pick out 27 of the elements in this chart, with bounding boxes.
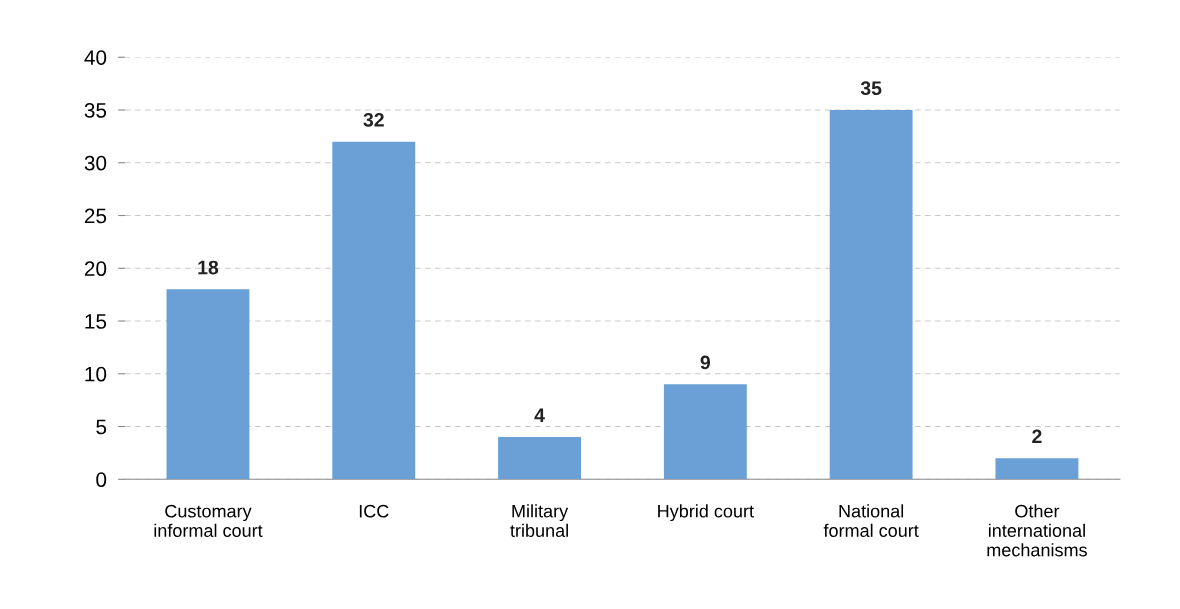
- data-label: 18: [198, 260, 219, 275]
- x-tick-label: Other international mechanisms: [987, 504, 1087, 557]
- x-tick-label: Military tribunal: [510, 504, 569, 537]
- bar: [663, 384, 747, 480]
- y-tick-label: 20: [84, 261, 107, 277]
- data-label: 35: [860, 81, 882, 96]
- y-tick-label: 10: [85, 366, 107, 382]
- bar: [995, 458, 1079, 480]
- data-label: 2: [1032, 429, 1042, 444]
- data-label: 9: [700, 355, 711, 370]
- bar: [166, 289, 250, 480]
- y-tick-label: 5: [96, 419, 107, 435]
- bar: [332, 141, 416, 480]
- y-tick-label: 25: [84, 208, 107, 224]
- y-tick-label: 0: [96, 472, 107, 488]
- x-tick-label: Hybrid court: [658, 504, 754, 522]
- y-tick-label: 40: [84, 50, 107, 65]
- x-tick-label: National formal court: [823, 504, 919, 537]
- x-tick-label: Customary informal court: [154, 504, 263, 537]
- bar: [498, 437, 581, 480]
- y-tick-label: 35: [84, 103, 107, 118]
- y-tick-label: 15: [85, 314, 107, 329]
- data-label: 32: [363, 112, 384, 127]
- bar: [829, 110, 913, 480]
- x-tick-label: ICC: [359, 504, 389, 518]
- y-tick-label: 30: [84, 155, 107, 171]
- data-label: 4: [534, 408, 545, 422]
